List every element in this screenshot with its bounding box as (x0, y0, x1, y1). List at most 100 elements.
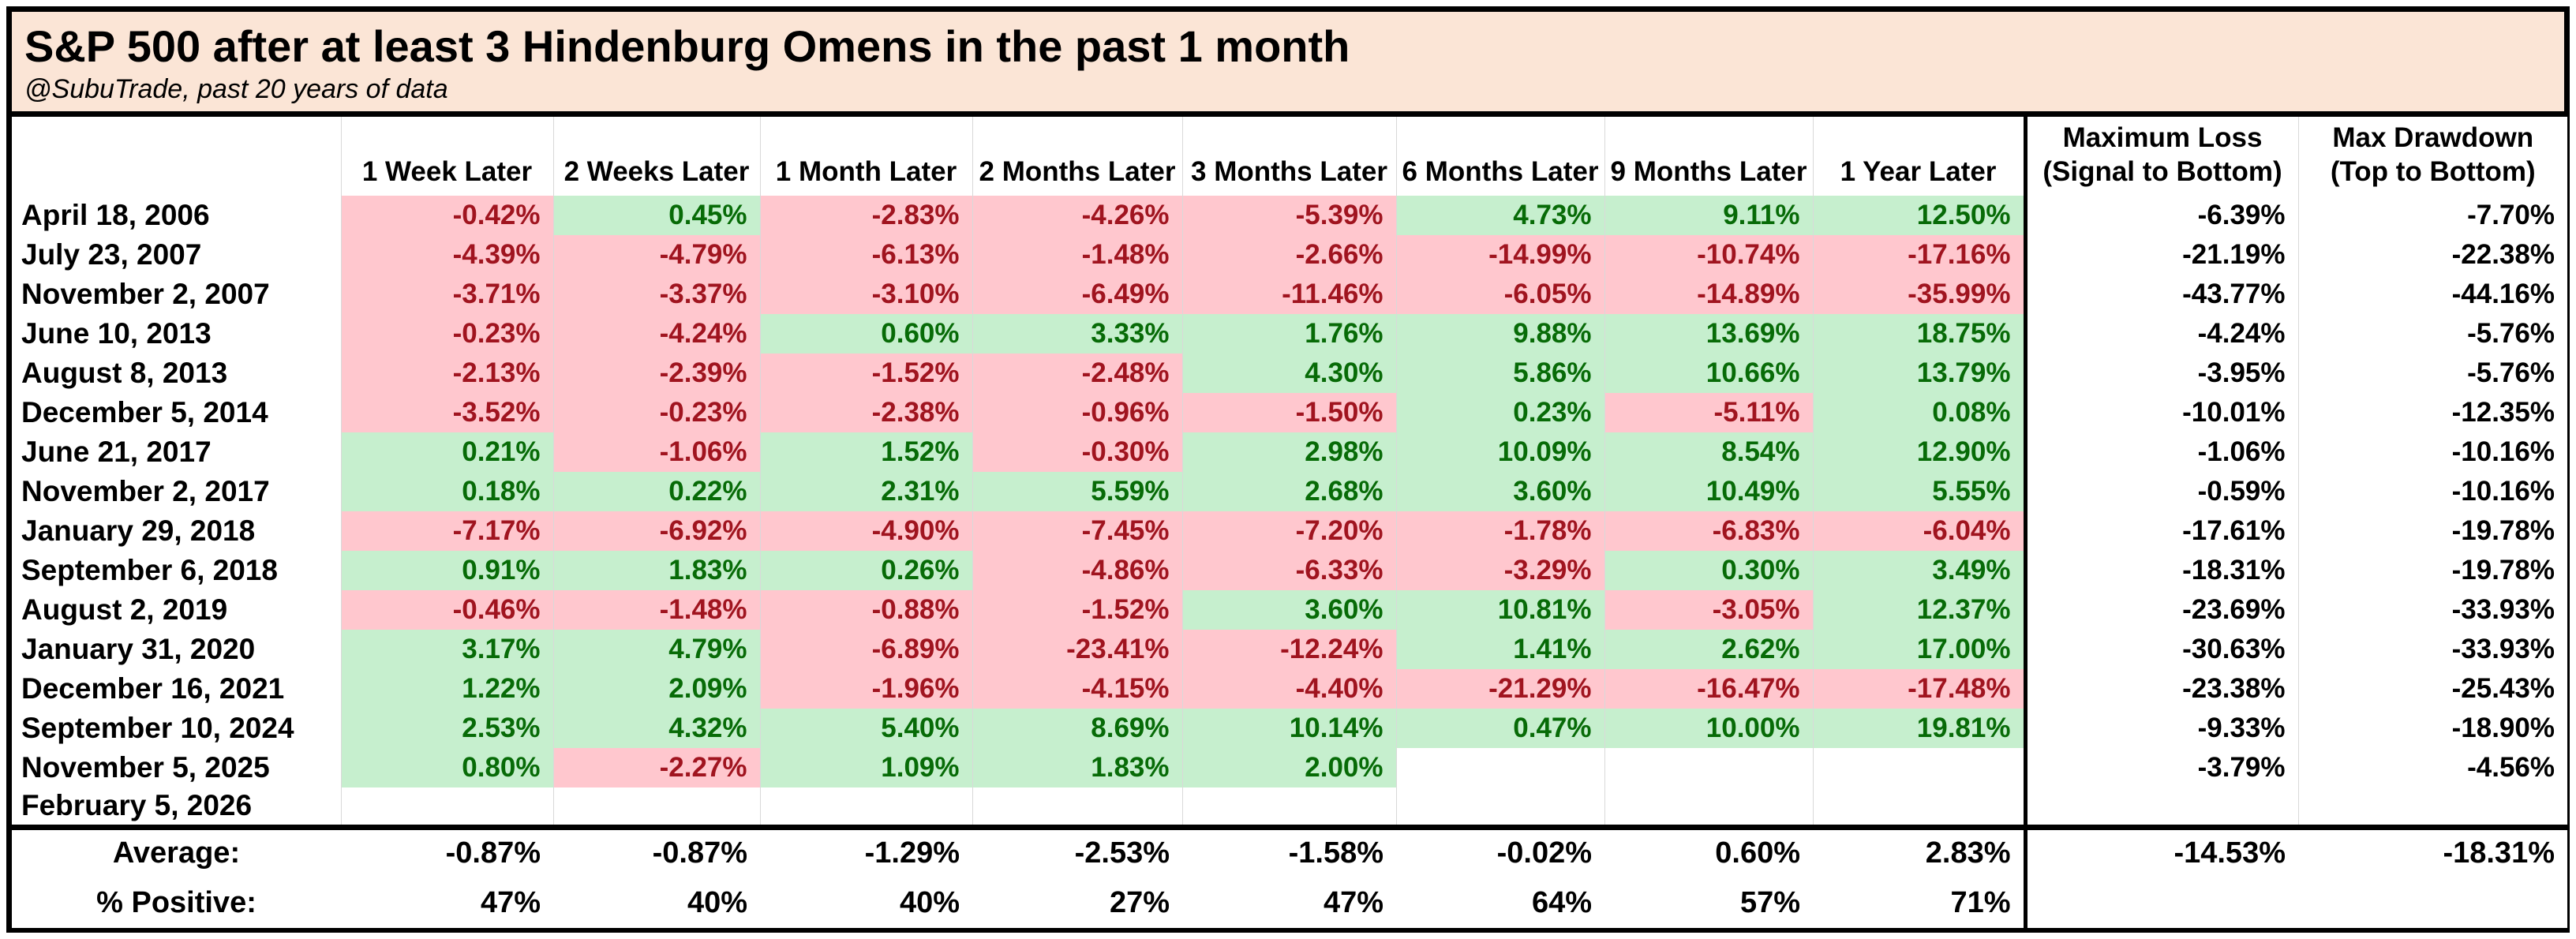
max-drawdown-cell: -10.16% (2298, 432, 2567, 473)
return-cell: 5.40% (760, 709, 973, 749)
return-cell: 1.52% (760, 432, 973, 473)
percent-positive-cell: 27% (972, 877, 1182, 929)
return-cell: 1.83% (553, 551, 761, 591)
max-loss-cell: -10.01% (2025, 393, 2299, 433)
return-cell: 8.69% (972, 709, 1183, 749)
column-header-maximum-loss: Maximum Loss (Signal to Bottom) (2025, 117, 2299, 196)
return-cell: -3.05% (1604, 590, 1814, 630)
return-cell: -6.49% (972, 275, 1183, 315)
return-cell: -1.78% (1396, 511, 1605, 552)
return-cell: 1.76% (1182, 314, 1397, 354)
average-cell: -1.58% (1182, 824, 1396, 878)
column-header-2-months-later: 2 Months Later (972, 117, 1183, 196)
average-cell: -0.87% (553, 824, 760, 878)
return-cell: 2.68% (1182, 472, 1397, 512)
column-header-6-months-later: 6 Months Later (1396, 117, 1605, 196)
average-max-drawdown-cell: -18.31% (2298, 824, 2567, 878)
return-cell (760, 787, 973, 828)
return-cell (1604, 748, 1814, 788)
return-cell: -0.96% (972, 393, 1183, 433)
average-cell: -2.53% (972, 824, 1182, 878)
table-row-december-5-2014: December 5, 2014 -3.52% -0.23% -2.38% -0.96%… (12, 393, 2567, 433)
return-cell (1182, 787, 1397, 828)
max-drawdown-cell: -7.70% (2298, 196, 2567, 236)
return-cell: 13.79% (1813, 354, 2027, 394)
return-cell: 0.26% (760, 551, 973, 591)
return-cell: -2.48% (972, 354, 1183, 394)
max-loss-cell: -6.39% (2025, 196, 2299, 236)
return-cell: 2.31% (760, 472, 973, 512)
table-row-january-31-2020: January 31, 2020 3.17% 4.79% -6.89% -23.41% -… (12, 630, 2567, 670)
percent-positive-cell: 40% (553, 877, 760, 929)
max-loss-cell (2025, 787, 2299, 828)
return-cell: -6.92% (553, 511, 761, 552)
return-cell: 10.81% (1396, 590, 1605, 630)
return-cell (1396, 787, 1605, 828)
return-cell: -14.89% (1604, 275, 1814, 315)
return-cell: -7.20% (1182, 511, 1397, 552)
return-cell: 17.00% (1813, 630, 2027, 670)
table-row-june-21-2017: June 21, 2017 0.21% -1.06% 1.52% -0.30% 2.98%… (12, 432, 2567, 473)
return-cell: -6.04% (1813, 511, 2027, 552)
max-drawdown-cell: -19.78% (2298, 511, 2567, 552)
return-cell: 0.45% (553, 196, 761, 236)
table-row-april-18-2006: April 18, 2006 -0.42% 0.45% -2.83% -4.26% -5.… (12, 196, 2567, 236)
return-cell: -1.52% (760, 354, 973, 394)
return-cell: -2.38% (760, 393, 973, 433)
return-cell: 5.86% (1396, 354, 1605, 394)
date-cell: August 2, 2019 (12, 590, 342, 630)
return-cell: -6.89% (760, 630, 973, 670)
header-line-1: Maximum Loss (2062, 122, 2263, 153)
return-cell: 13.69% (1604, 314, 1814, 354)
max-loss-cell: -0.59% (2025, 472, 2299, 512)
return-cell: 3.60% (1396, 472, 1605, 512)
return-cell: -1.52% (972, 590, 1183, 630)
return-cell: -3.71% (341, 275, 554, 315)
date-cell: December 5, 2014 (12, 393, 342, 433)
return-cell: -2.66% (1182, 235, 1397, 275)
return-cell: -2.27% (553, 748, 761, 788)
header-line-1: Max Drawdown (2332, 122, 2534, 153)
date-cell: January 29, 2018 (12, 511, 342, 552)
return-cell: 1.09% (760, 748, 973, 788)
column-header-2-weeks-later: 2 Weeks Later (553, 117, 761, 196)
percent-positive-cell: 40% (760, 877, 972, 929)
return-cell: 8.54% (1604, 432, 1814, 473)
return-cell: 19.81% (1813, 709, 2027, 749)
max-loss-cell: -3.79% (2025, 748, 2299, 788)
max-drawdown-cell: -25.43% (2298, 669, 2567, 709)
table-row-november-2-2017: November 2, 2017 0.18% 0.22% 2.31% 5.59% 2.68… (12, 472, 2567, 512)
date-column-header (12, 117, 342, 196)
return-cell: -2.83% (760, 196, 973, 236)
date-cell: February 5, 2026 (12, 787, 342, 828)
max-loss-cell: -43.77% (2025, 275, 2299, 315)
return-cell: 0.23% (1396, 393, 1605, 433)
header-line-2: (Top to Bottom) (2330, 156, 2536, 188)
header-row: 1 Week Later 2 Weeks Later 1 Month Later 2 … (12, 117, 2567, 196)
max-drawdown-cell: -44.16% (2298, 275, 2567, 315)
column-header-3-months-later: 3 Months Later (1182, 117, 1397, 196)
return-cell: -3.52% (341, 393, 554, 433)
return-cell: 4.30% (1182, 354, 1397, 394)
return-cell (1813, 748, 2027, 788)
return-cell: 9.88% (1396, 314, 1605, 354)
return-cell: -2.39% (553, 354, 761, 394)
table-row-november-2-2007: November 2, 2007 -3.71% -3.37% -3.10% -6.49%… (12, 275, 2567, 315)
return-cell: 0.08% (1813, 393, 2027, 433)
average-cell: 2.83% (1813, 824, 2027, 878)
date-cell: July 23, 2007 (12, 235, 342, 275)
return-cell: 2.53% (341, 709, 554, 749)
max-loss-cell: -4.24% (2025, 314, 2299, 354)
table-row-november-5-2025: November 5, 2025 0.80% -2.27% 1.09% 1.83% 2.0… (12, 748, 2567, 788)
date-cell: April 18, 2006 (12, 196, 342, 236)
return-cell: -5.39% (1182, 196, 1397, 236)
return-cell: -3.10% (760, 275, 973, 315)
max-drawdown-cell: -33.93% (2298, 630, 2567, 670)
return-cell: -4.24% (553, 314, 761, 354)
return-cell: -7.17% (341, 511, 554, 552)
return-cell: 0.21% (341, 432, 554, 473)
return-cell: 0.47% (1396, 709, 1605, 749)
return-cell: -6.83% (1604, 511, 1814, 552)
max-drawdown-cell: -22.38% (2298, 235, 2567, 275)
